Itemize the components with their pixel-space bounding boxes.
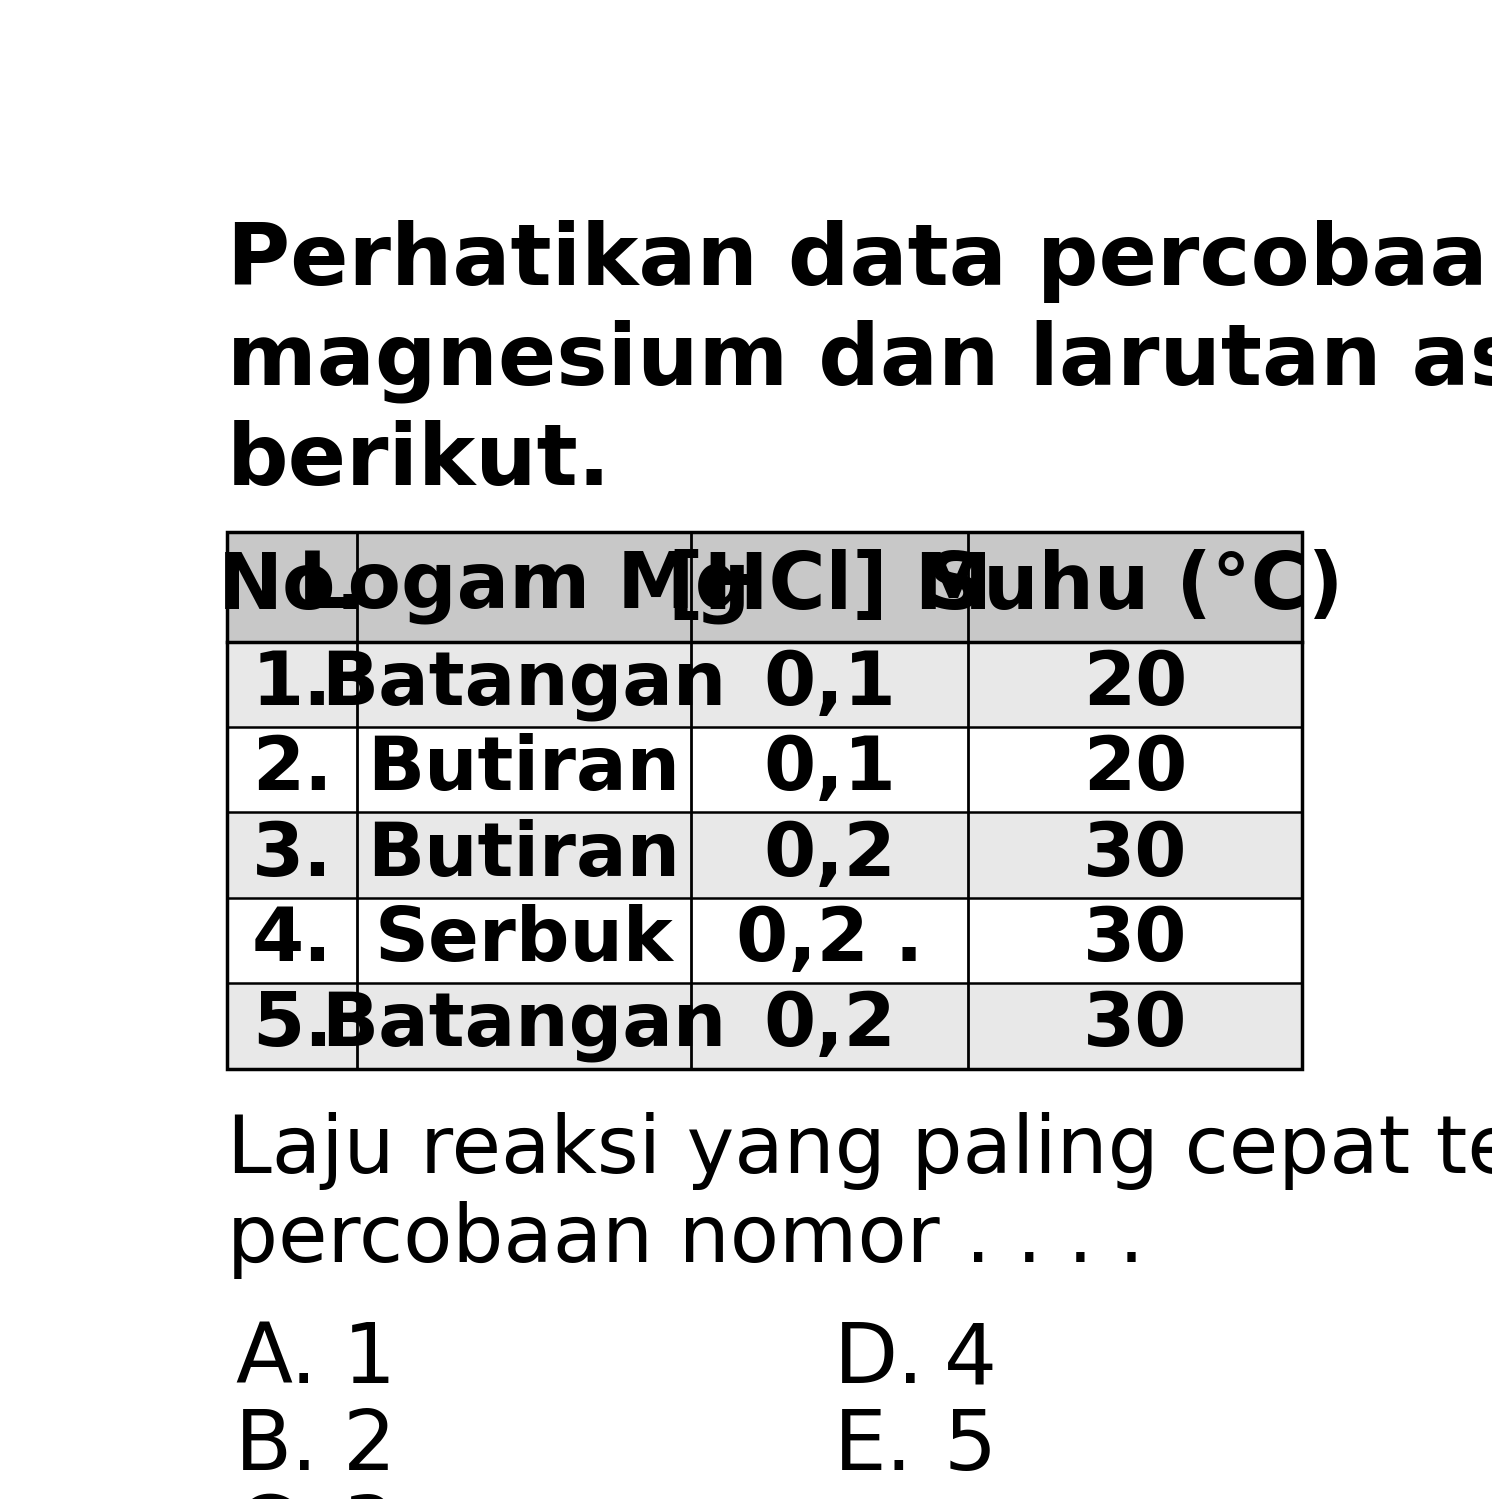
Text: C.: C. bbox=[236, 1492, 319, 1499]
Text: percobaan nomor . . . .: percobaan nomor . . . . bbox=[227, 1201, 1144, 1279]
Text: 2: 2 bbox=[343, 1406, 395, 1487]
Text: 20: 20 bbox=[1083, 648, 1188, 721]
Text: B.: B. bbox=[236, 1406, 319, 1487]
Text: 30: 30 bbox=[1083, 904, 1188, 977]
Text: 0,2: 0,2 bbox=[764, 818, 897, 892]
Text: 20: 20 bbox=[1083, 733, 1188, 806]
Text: 3.: 3. bbox=[252, 818, 333, 892]
Text: 0,2: 0,2 bbox=[764, 989, 897, 1063]
Bar bbox=[227, 642, 1303, 727]
Text: Logam Mg: Logam Mg bbox=[298, 549, 750, 625]
Text: 0,1: 0,1 bbox=[764, 648, 897, 721]
Text: magnesium dan larutan asam klorida: magnesium dan larutan asam klorida bbox=[227, 319, 1492, 403]
Text: berikut.: berikut. bbox=[227, 420, 612, 504]
Bar bbox=[227, 898, 1303, 983]
Text: 2.: 2. bbox=[252, 733, 333, 806]
Text: Butiran: Butiran bbox=[367, 733, 680, 806]
Text: 1: 1 bbox=[343, 1319, 395, 1400]
Text: Laju reaksi yang paling cepat terjadi pada: Laju reaksi yang paling cepat terjadi pa… bbox=[227, 1112, 1492, 1190]
Text: 0,2 .: 0,2 . bbox=[736, 904, 924, 977]
Text: 0,1: 0,1 bbox=[764, 733, 897, 806]
Text: A.: A. bbox=[236, 1319, 318, 1400]
Bar bbox=[227, 983, 1303, 1069]
Text: E.: E. bbox=[834, 1406, 913, 1487]
Text: 4.: 4. bbox=[252, 904, 333, 977]
Text: 4: 4 bbox=[944, 1319, 997, 1400]
Bar bbox=[227, 812, 1303, 898]
Bar bbox=[227, 532, 1303, 642]
Text: Perhatikan data percobaan antara logam: Perhatikan data percobaan antara logam bbox=[227, 219, 1492, 303]
Text: D.: D. bbox=[834, 1319, 925, 1400]
Text: 5.: 5. bbox=[252, 989, 333, 1063]
Text: 30: 30 bbox=[1083, 818, 1188, 892]
Text: 5: 5 bbox=[944, 1406, 997, 1487]
Text: Batangan: Batangan bbox=[321, 648, 727, 721]
Text: Butiran: Butiran bbox=[367, 818, 680, 892]
Bar bbox=[227, 532, 1303, 1069]
Text: No.: No. bbox=[218, 549, 366, 625]
Text: 3: 3 bbox=[343, 1492, 395, 1499]
Text: Suhu (°C): Suhu (°C) bbox=[927, 549, 1343, 625]
Text: [HCl] M: [HCl] M bbox=[668, 549, 992, 625]
Text: 1.: 1. bbox=[252, 648, 333, 721]
Text: Batangan: Batangan bbox=[321, 989, 727, 1063]
Text: Serbuk: Serbuk bbox=[374, 904, 673, 977]
Text: 30: 30 bbox=[1083, 989, 1188, 1063]
Bar bbox=[227, 727, 1303, 812]
